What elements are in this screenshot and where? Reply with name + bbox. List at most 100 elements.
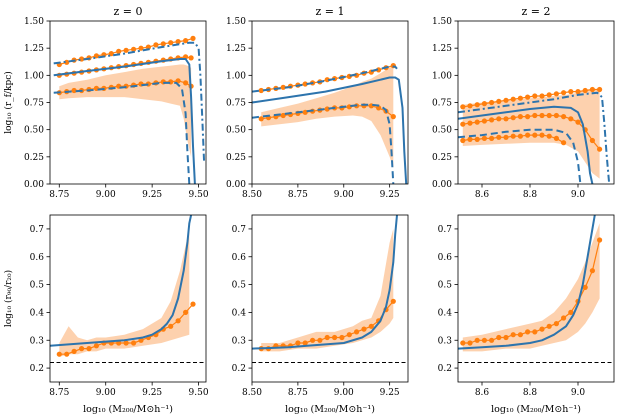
data-point [280,84,286,90]
data-point [568,89,574,95]
panel-5: 8.50 8.75 9.00 9.25 0.2 0.3 0.4 0.5 0.6 0.7 log₁₀ … [232,214,409,415]
series-r_b-model-line [53,58,196,184]
x-tick-label: 9.25 [380,388,400,398]
data-point [546,323,552,329]
data-point [489,135,495,141]
data-point [525,329,531,335]
data-point [258,87,264,94]
data-point [496,134,502,140]
data-point [138,337,144,343]
data-point [64,351,70,357]
y-tick-label: 1.00 [226,71,246,81]
data-point [361,326,367,332]
data-point [510,96,516,102]
x-tick-label: 9.25 [142,388,162,398]
data-point [553,112,560,119]
x-tick-label: 9.0 [571,388,586,398]
x-tick-label: 8.75 [288,190,308,200]
data-point [339,334,345,341]
y-tick-label: 0.25 [432,153,452,163]
y-tick-label: 1.00 [24,71,44,81]
scatter-band-1 [261,228,394,352]
data-point [539,93,545,99]
data-point [539,132,545,138]
data-point [546,112,552,119]
y-tick-label: 0.25 [24,153,44,163]
data-point [183,38,189,44]
panel-title: z = 2 [521,5,550,18]
y-tick-label: 1.00 [432,71,452,81]
data-point [532,112,538,119]
data-point [568,309,574,315]
data-point [460,104,466,110]
data-point [561,114,567,120]
y-tick-label: 0.6 [232,253,247,263]
axes-frame [251,214,409,383]
y-tick-label: 0.50 [24,126,44,136]
data-point [582,284,588,290]
panel-1: 8.75 9.00 9.25 9.50 0.00 0.25 0.50 0.75 1.00 1.25… [3,5,209,200]
data-point [525,114,531,120]
data-point [532,329,538,335]
data-point [474,136,480,142]
data-point [467,136,473,142]
y-tick-label: 0.7 [438,225,453,235]
y-tick-label: 0.00 [24,180,44,190]
data-point [354,329,360,335]
data-point [324,334,330,341]
x-tick-label: 9.50 [189,388,209,398]
data-point [474,337,480,343]
data-point [145,44,151,50]
data-point [302,109,308,115]
data-point [489,337,495,343]
y-tick-label: 0.75 [432,99,452,109]
data-point [481,101,487,107]
plot-area [252,215,408,364]
data-point [503,116,509,122]
panel-2: 8.50 8.75 9.00 9.25 0.00 0.25 0.50 0.75 1.00 1.25… [226,5,409,200]
data-point [131,46,137,52]
series-r_c-model-line [53,81,191,184]
y-tick-label: 1.25 [226,44,246,54]
scatter-band-1 [59,64,192,157]
data-point [589,86,596,93]
data-point [168,323,174,329]
data-point [190,35,196,42]
data-point [496,334,502,341]
plot-area [50,215,206,364]
data-point [138,45,144,51]
y-axis-label: log₁₀ (r_f/kpc) [3,71,14,134]
x-tick-label: 9.50 [189,190,209,200]
data-point [561,315,567,321]
data-point [589,137,596,144]
data-point [390,298,396,304]
data-point [510,133,516,139]
plot-area [252,63,408,184]
data-point [489,99,495,106]
data-point [183,309,189,315]
data-point [589,268,596,274]
data-point [190,301,196,307]
series-r_a-model-line [252,65,398,93]
y-tick-label: 0.50 [432,126,452,136]
data-point [160,41,166,47]
data-point [123,47,129,53]
data-point [474,102,480,108]
y-tick-label: 0.5 [438,281,453,291]
y-tick-label: 0.4 [438,308,453,318]
data-point [123,340,129,346]
data-point [467,340,473,346]
data-point [302,340,308,346]
series-r_c-model-line [458,128,582,184]
y-tick-label: 0.75 [24,99,44,109]
data-point [376,105,382,111]
data-point [510,332,516,338]
data-point [517,95,524,101]
data-point [532,93,538,99]
scatter-band-1 [59,228,190,357]
data-point [546,92,552,98]
series-r_c-model-line [252,103,395,184]
data-point [517,114,524,120]
data-point [546,133,552,139]
